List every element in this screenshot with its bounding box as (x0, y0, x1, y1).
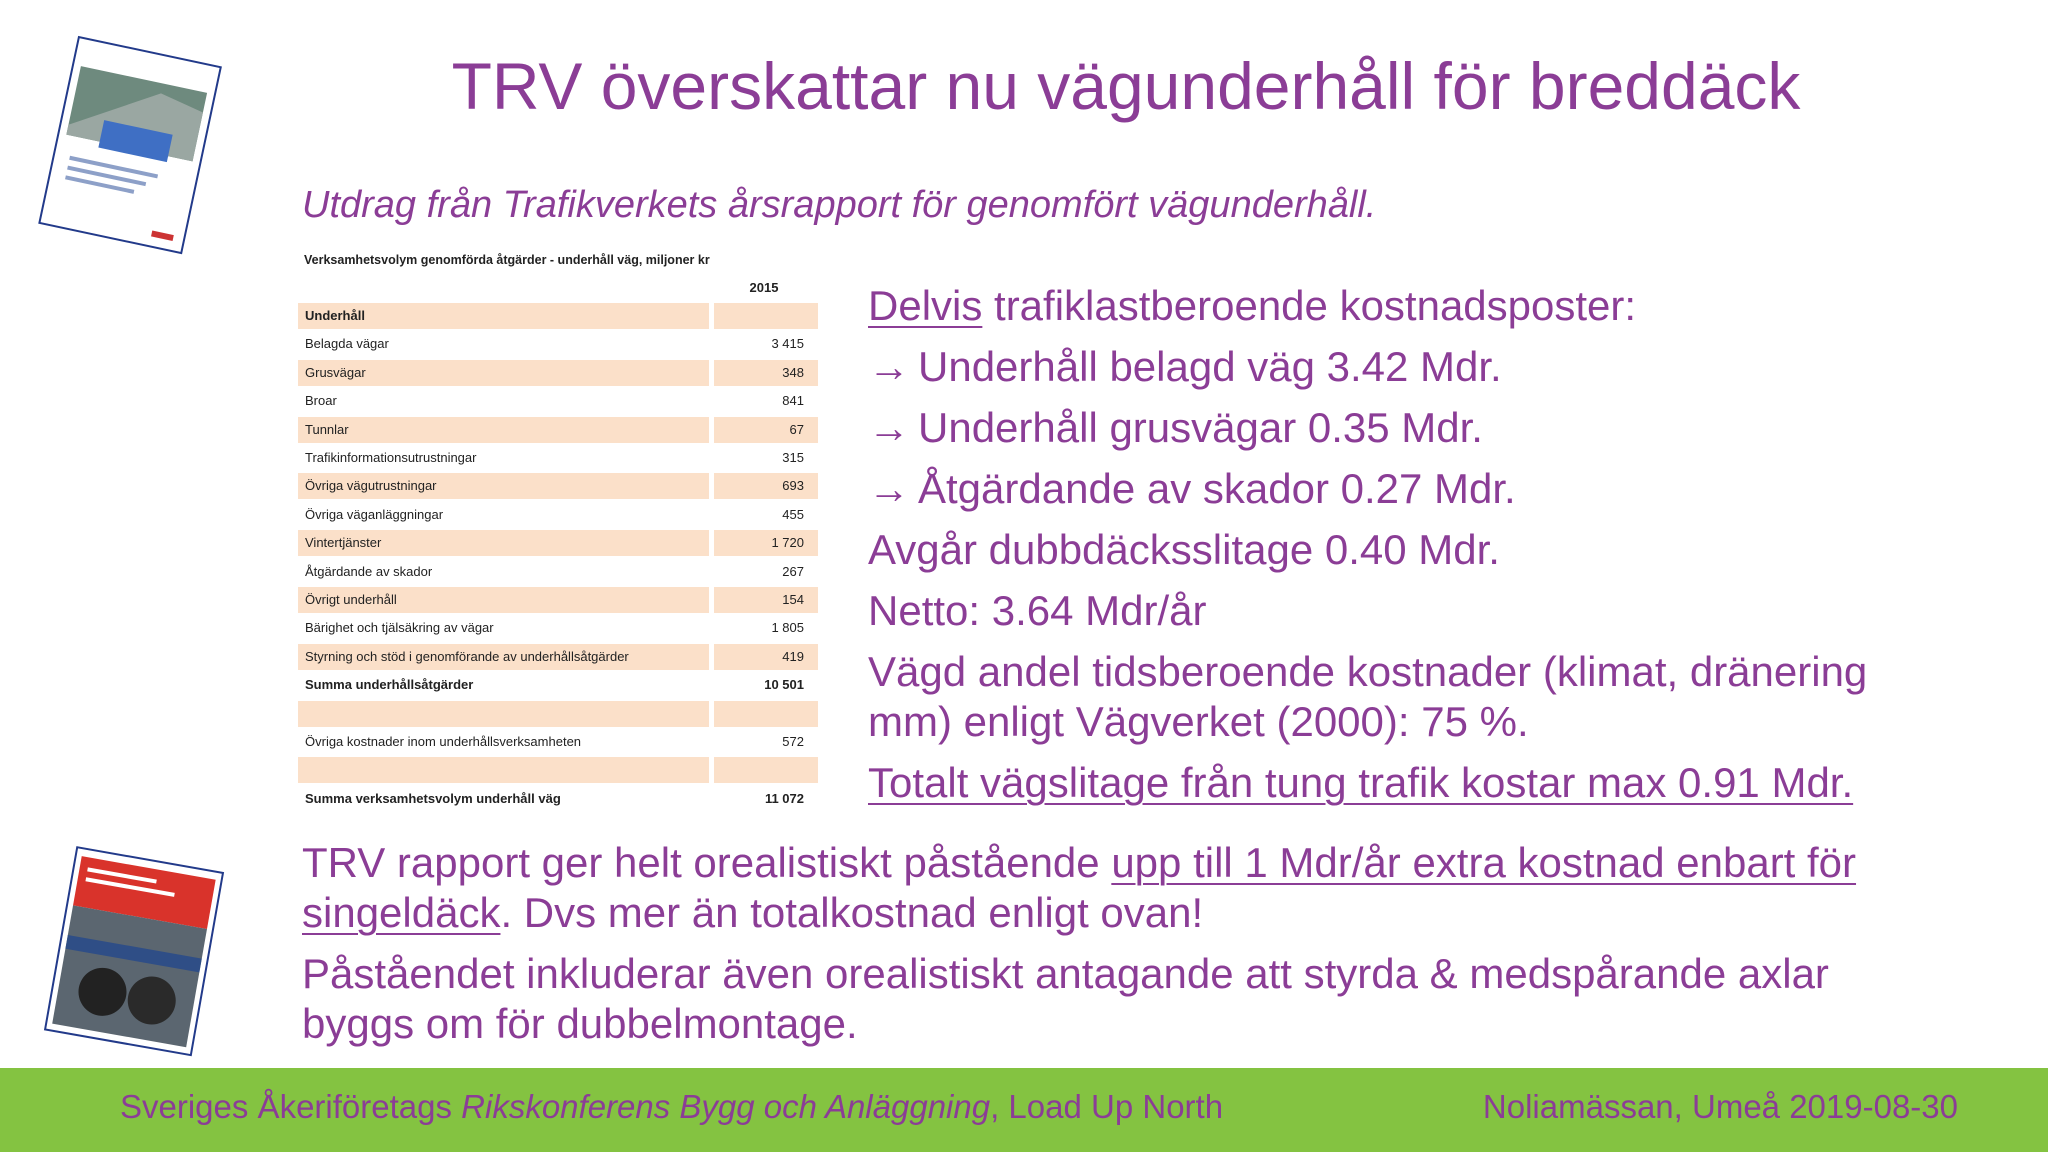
table-title: Verksamhetsvolym genomförda åtgärder - u… (304, 253, 710, 267)
row-label: Övriga kostnader inom underhållsverksamh… (305, 734, 582, 749)
text-line: Totalt vägslitage från tung trafik kosta… (868, 758, 1867, 808)
text-line: → Underhåll belagd väg 3.42 Mdr. (868, 342, 1867, 392)
text-line: singeldäck. Dvs mer än totalkostnad enli… (302, 888, 1856, 938)
row-value: 693 (714, 473, 818, 500)
text-line: Avgår dubbdäcksslitage 0.40 Mdr. (868, 525, 1867, 575)
row-value: 419 (714, 643, 818, 670)
report-thumbnail (43, 846, 225, 1057)
row-label: Övrigt underhåll (298, 587, 709, 613)
text-line: → Underhåll grusvägar 0.35 Mdr. (868, 403, 1867, 453)
row-value: 572 (782, 734, 804, 749)
text-item: Delvis trafiklastberoende kostnadsposter… (868, 281, 1867, 331)
text-item: → Åtgärdande av skador 0.27 Mdr. (868, 464, 1867, 514)
row-value: 348 (714, 359, 818, 386)
row-value: 11 072 (764, 790, 804, 806)
text-segment: Netto: 3.64 Mdr/år (868, 587, 1207, 634)
text-segment: , Load Up North (990, 1088, 1224, 1125)
footer-right: Noliamässan, Umeå 2019-08-30 (1482, 1088, 1958, 1125)
row-value: 455 (782, 506, 804, 522)
row-label: Övriga vägutrustningar (298, 473, 709, 500)
text-segment: byggs om för dubbelmontage. (302, 1000, 858, 1047)
row-label: Grusvägar (298, 359, 709, 386)
slide-title: TRV överskattar nu vägunderhåll för bred… (451, 49, 1801, 123)
arrow-marker: → (868, 465, 910, 512)
text-line: Påståendet inkluderar även orealistiskt … (302, 949, 1856, 999)
row-label: Belagda vägar (305, 336, 389, 352)
row-label: Bärighet och tjälsäkring av vägar (305, 620, 494, 636)
row-label: Tunnlar (298, 416, 709, 443)
text-segment: Påståendet inkluderar även orealistiskt … (302, 950, 1829, 997)
row-label: Åtgärdande av skador (305, 563, 433, 579)
arrow-marker: → (868, 343, 910, 390)
text-segment: trafiklastberoende kostnadsposter: (982, 282, 1637, 329)
row-value (714, 303, 818, 329)
text-line: TRV rapport ger helt orealistiskt påståe… (302, 838, 1856, 888)
paragraphs: TRV rapport ger helt orealistiskt påståe… (302, 838, 1856, 1060)
row-value: 267 (782, 563, 804, 579)
text-segment: singeldäck (302, 889, 501, 936)
text-segment: upp till 1 Mdr/år extra kostnad enbart f… (1111, 839, 1857, 886)
row-value: 315 (782, 450, 804, 465)
text-line: mm) enligt Vägverket (2000): 75 %. (868, 697, 1867, 747)
text-item: Avgår dubbdäcksslitage 0.40 Mdr. (868, 525, 1867, 575)
row-value: 1 805 (771, 620, 804, 636)
row-label: Styrning och stöd i genomförande av unde… (298, 643, 709, 670)
arrow-marker: → (868, 404, 910, 451)
text-line: → Åtgärdande av skador 0.27 Mdr. (868, 464, 1867, 514)
text-item: Totalt vägslitage från tung trafik kosta… (868, 758, 1867, 808)
text-item: TRV rapport ger helt orealistiskt påståe… (302, 838, 1856, 938)
text-item: → Underhåll belagd väg 3.42 Mdr. (868, 342, 1867, 392)
text-line: Netto: 3.64 Mdr/år (868, 586, 1867, 636)
row-label: Broar (305, 393, 337, 409)
text-item: Netto: 3.64 Mdr/år (868, 586, 1867, 636)
text-segment: Sveriges Åkeriföretags (120, 1088, 462, 1125)
row-value: 154 (714, 587, 818, 613)
row-label (298, 757, 709, 784)
text-segment: Avgår dubbdäcksslitage 0.40 Mdr. (868, 526, 1500, 573)
text-line: byggs om för dubbelmontage. (302, 999, 1856, 1049)
cost-points: Delvis trafiklastberoende kostnadsposter… (868, 281, 1867, 819)
text-segment: Rikskonferens Bygg och Anläggning (461, 1088, 991, 1125)
text-line: Delvis trafiklastberoende kostnadsposter… (868, 281, 1867, 331)
text-line: Vägd andel tidsberoende kostnader (klima… (868, 647, 1867, 697)
row-value: 10 501 (764, 677, 804, 693)
text-segment: Vägd andel tidsberoende kostnader (klima… (868, 648, 1868, 695)
row-label: Summa underhållsåtgärder (305, 677, 474, 693)
row-label: Underhåll (298, 303, 709, 329)
row-label: Övriga väganläggningar (305, 506, 444, 522)
text-item: → Underhåll grusvägar 0.35 Mdr. (868, 403, 1867, 453)
row-label: Vintertjänster (298, 530, 709, 557)
row-value: 1 720 (714, 530, 818, 557)
column-header: 2015 (749, 280, 779, 295)
row-value: 67 (714, 416, 818, 443)
text-segment: TRV rapport ger helt orealistiskt påståe… (302, 839, 1112, 886)
row-label: Summa verksamhetsvolym underhåll väg (305, 790, 561, 806)
footer-left: Sveriges Åkeriföretags Rikskonferens Byg… (120, 1088, 1223, 1126)
footer: Sveriges Åkeriföretags Rikskonferens Byg… (0, 1068, 2048, 1152)
row-value: 3 415 (771, 336, 804, 352)
row-value (714, 700, 818, 727)
row-label (298, 700, 709, 727)
text-segment: Åtgärdande av skador 0.27 Mdr. (918, 465, 1516, 512)
row-label: Trafikinformationsutrustningar (305, 450, 477, 465)
text-segment: Delvis (868, 282, 983, 329)
text-item: Vägd andel tidsberoende kostnader (klima… (868, 647, 1867, 747)
text-segment: Underhåll belagd väg 3.42 Mdr. (918, 343, 1502, 390)
row-value (714, 757, 818, 784)
subtitle: Utdrag från Trafikverkets årsrapport för… (302, 184, 1377, 226)
text-item: Påståendet inkluderar även orealistiskt … (302, 949, 1856, 1049)
text-segment: Totalt vägslitage från tung trafik kosta… (868, 759, 1854, 806)
text-segment: Underhåll grusvägar 0.35 Mdr. (918, 404, 1483, 451)
report-table: Verksamhetsvolym genomförda åtgärder - u… (298, 248, 822, 818)
text-segment: mm) enligt Vägverket (2000): 75 %. (868, 698, 1529, 745)
row-value: 841 (782, 393, 804, 409)
report-thumbnail (38, 35, 222, 255)
text-segment: . Dvs mer än totalkostnad enligt ovan! (500, 889, 1204, 936)
